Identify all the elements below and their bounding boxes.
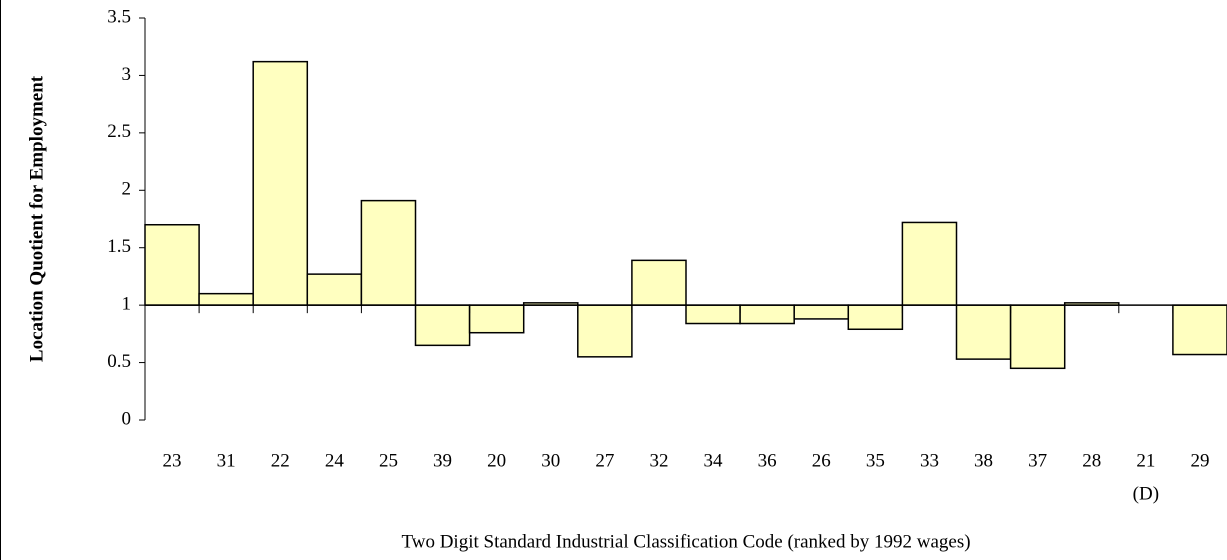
x-tick-label: 23 [163, 450, 182, 471]
y-tick-label: 0.5 [107, 351, 131, 372]
bar [847, 304, 904, 331]
bar [306, 273, 363, 306]
y-tick-label: 3.5 [107, 6, 131, 27]
y-tick-label: 0 [122, 408, 132, 429]
x-tick-label: 31 [217, 450, 236, 471]
bar [793, 304, 850, 320]
x-tick-label: 25 [379, 450, 398, 471]
x-tick-label: 34 [704, 450, 724, 471]
x-tick-label: 38 [974, 450, 993, 471]
bar [468, 304, 525, 334]
x-tick-label: 20 [487, 450, 506, 471]
y-tick-label: 1 [122, 294, 132, 315]
x-tick-label: 36 [758, 450, 777, 471]
x-tick-label: 33 [920, 450, 939, 471]
bar [685, 304, 741, 325]
x-tick-label: 24 [325, 450, 345, 471]
x-tick-label: 28 [1082, 450, 1101, 471]
category-note: (D) [1133, 483, 1159, 504]
x-tick-label: 32 [649, 450, 668, 471]
x-tick-label: 35 [866, 450, 885, 471]
bar [198, 292, 254, 306]
y-tick-label: 2 [122, 179, 132, 200]
x-tick-label: 22 [271, 450, 290, 471]
bar [414, 304, 471, 347]
x-tick-label: 30 [541, 450, 560, 471]
bar [901, 221, 958, 306]
y-tick-label: 1.5 [107, 236, 131, 257]
bar [1172, 304, 1227, 356]
x-tick-label: 29 [1190, 450, 1209, 471]
x-tick-label: 39 [433, 450, 452, 471]
bar [252, 60, 309, 306]
x-tick-label: 37 [1028, 450, 1047, 471]
bar [631, 259, 687, 306]
x-axis-label: Two Digit Standard Industrial Classifica… [401, 531, 970, 552]
x-tick-label: 26 [812, 450, 831, 471]
y-tick-label: 2.5 [107, 121, 131, 142]
bar [955, 304, 1012, 360]
x-tick-label: 27 [595, 450, 614, 471]
bar [577, 304, 633, 358]
y-axis-label: Location Quotient for Employment [26, 75, 47, 362]
bar [739, 304, 795, 325]
y-tick-label: 3 [122, 64, 132, 85]
x-tick-label: 21 [1136, 450, 1155, 471]
bar [1009, 304, 1066, 370]
bar [360, 199, 417, 306]
bar [144, 223, 200, 306]
